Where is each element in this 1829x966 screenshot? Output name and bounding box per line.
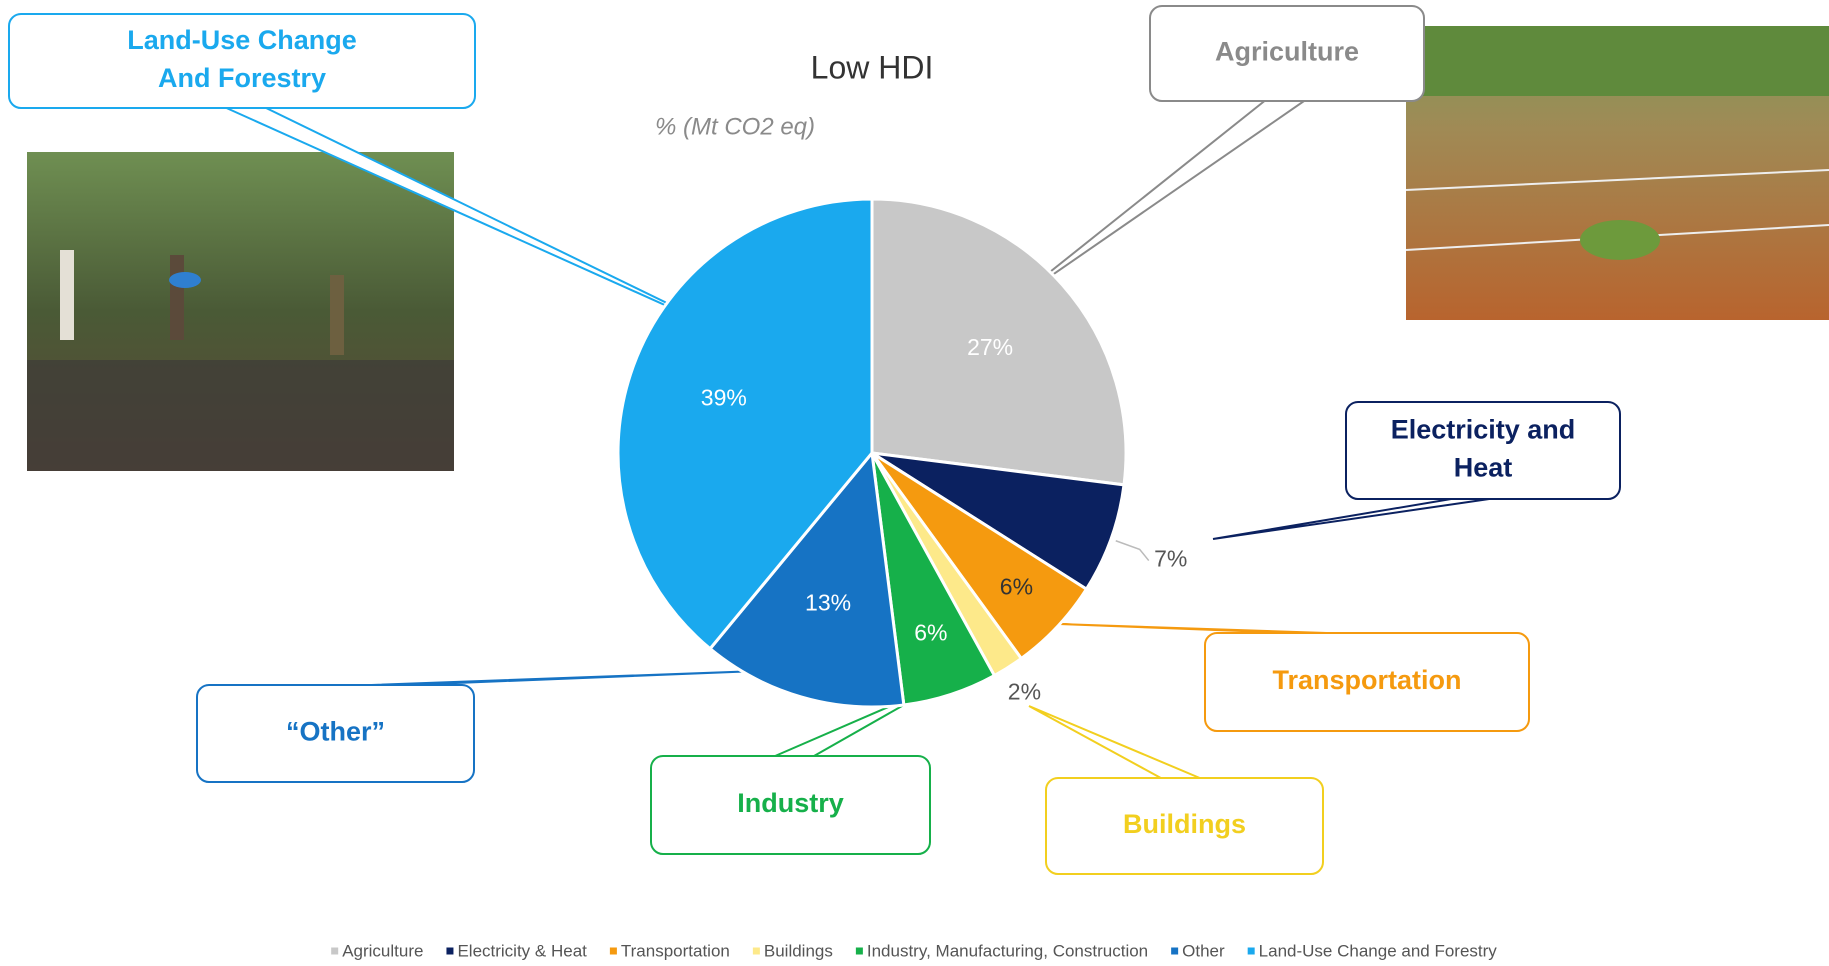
legend-label: Other — [1182, 941, 1225, 960]
data-label: 2% — [1008, 678, 1041, 704]
photo-right — [1406, 26, 1829, 320]
legend-item: Agriculture — [331, 941, 423, 960]
callout-text: Heat — [1454, 453, 1513, 483]
legend-label: Electricity & Heat — [457, 941, 587, 960]
legend-swatch — [856, 948, 863, 955]
legend-label: Buildings — [764, 941, 833, 960]
callout-pointer — [1213, 497, 1503, 539]
callout-cover — [770, 757, 812, 759]
callout-cover — [1346, 634, 1388, 636]
callout-pointer — [1029, 706, 1205, 780]
data-label: 39% — [701, 385, 747, 411]
data-label: 7% — [1154, 546, 1187, 572]
callout-text: And Forestry — [158, 63, 326, 93]
legend-swatch — [610, 948, 617, 955]
legend-item: Other — [1171, 941, 1225, 960]
legend-label: Industry, Manufacturing, Construction — [867, 941, 1148, 960]
callout-text: Land-Use Change — [127, 25, 357, 55]
callout-text: Electricity and — [1391, 415, 1576, 445]
data-label: 13% — [805, 589, 851, 615]
leader-line — [1116, 541, 1149, 561]
legend-swatch — [331, 948, 338, 955]
legend-label: Transportation — [621, 941, 730, 960]
legend: Agriculture Electricity & Heat Transportat… — [331, 941, 1497, 960]
callout-text: Buildings — [1123, 809, 1246, 839]
pie: 27% 7% 6% 2% 6% 13% 39% — [618, 199, 1187, 707]
callout-cover — [1462, 496, 1504, 498]
callout-cover — [1266, 98, 1308, 100]
chart-title: Low HDI — [811, 49, 934, 85]
legend-item: Land-Use Change and Forestry — [1248, 941, 1498, 960]
legend-item: Industry, Manufacturing, Construction — [856, 941, 1148, 960]
data-label: 27% — [967, 334, 1013, 360]
callout-text: Transportation — [1272, 665, 1461, 695]
callout-cover — [315, 686, 357, 688]
legend-item: Electricity & Heat — [446, 941, 587, 960]
data-label: 6% — [914, 619, 947, 645]
legend-item: Transportation — [610, 941, 730, 960]
chart: Low HDI % (Mt CO2 eq) Land-Use Change And… — [0, 0, 1829, 966]
callout-text: Industry — [737, 788, 844, 818]
photo-left — [27, 152, 454, 471]
chart-subtitle: % (Mt CO2 eq) — [655, 113, 815, 140]
data-label: 6% — [1000, 574, 1033, 600]
callout-text: Agriculture — [1215, 37, 1359, 67]
callout-cover — [221, 105, 263, 107]
callout-text: “Other” — [286, 717, 385, 747]
legend-label: Agriculture — [342, 941, 423, 960]
legend-swatch — [1171, 948, 1178, 955]
legend-label: Land-Use Change and Forestry — [1259, 941, 1498, 960]
legend-swatch — [753, 948, 760, 955]
callout-cover — [1164, 779, 1206, 781]
legend-swatch — [446, 948, 453, 955]
legend-swatch — [1248, 948, 1255, 955]
legend-item: Buildings — [753, 941, 833, 960]
